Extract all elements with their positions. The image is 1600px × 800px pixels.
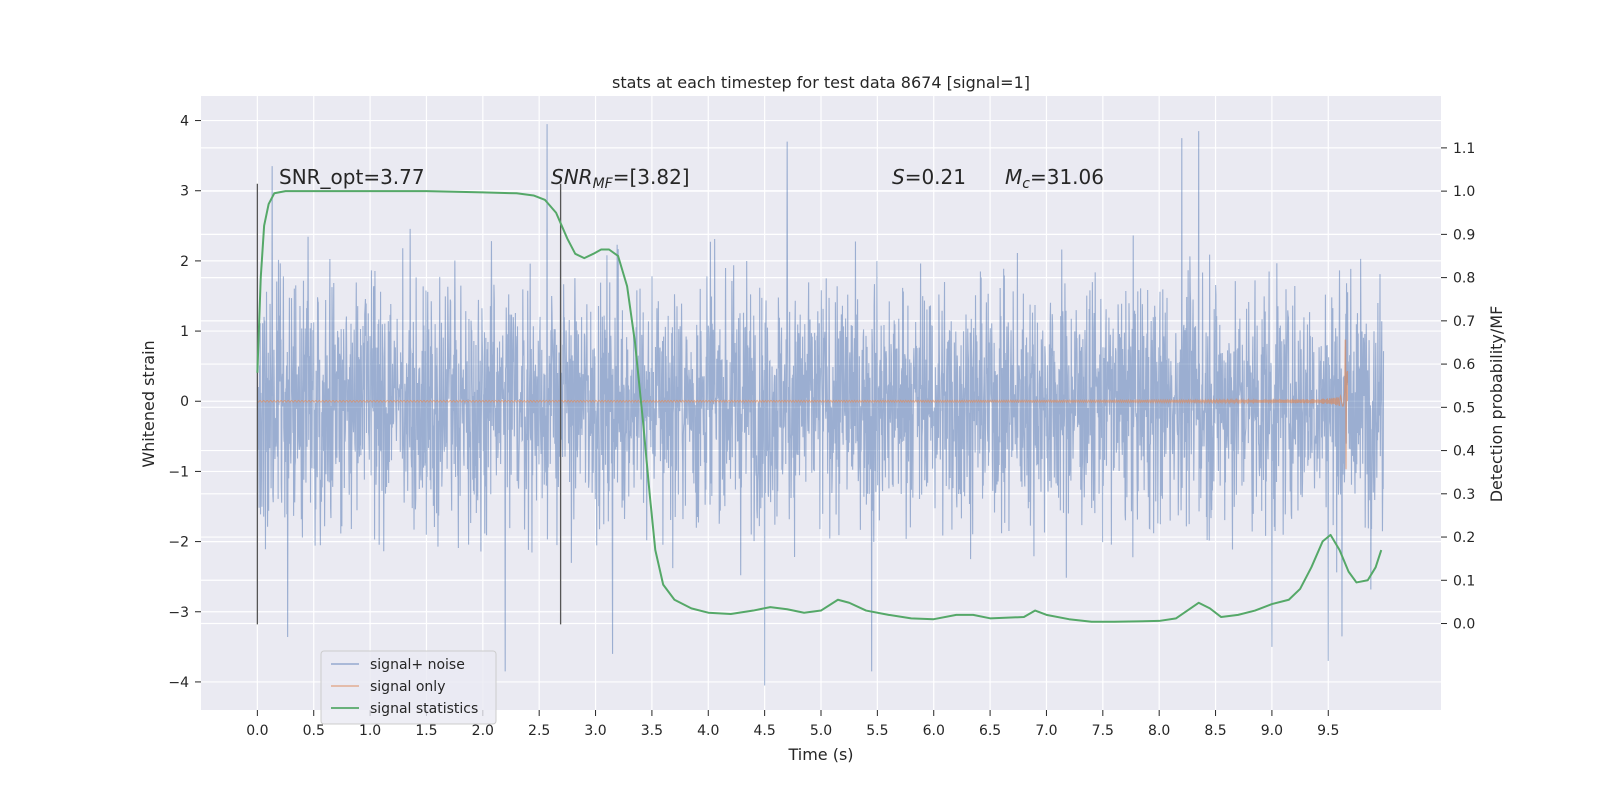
- x-tick-label: 9.5: [1317, 723, 1339, 739]
- vertical-markers: [256, 183, 562, 625]
- mc-value: =31.06: [1030, 165, 1104, 189]
- mc-annotation: Mc=31.06: [1005, 165, 1104, 192]
- x-tick-label: 6.5: [979, 723, 1001, 739]
- y2-tick-label: 0.5: [1453, 400, 1475, 416]
- snr-opt-annotation: SNR_opt=3.77: [279, 165, 425, 189]
- x-tick-label: 8.0: [1148, 723, 1170, 739]
- signal-statistics-line: [256, 190, 1383, 623]
- y-tick-label: 1: [180, 324, 189, 340]
- legend-box: [320, 650, 497, 725]
- x-axis-label: Time (s): [787, 745, 853, 764]
- y-tick-label: −2: [168, 535, 189, 551]
- y-tick-label: 0: [180, 394, 189, 410]
- x-tick-label: 7.0: [1035, 723, 1057, 739]
- x-tick-label: 0.0: [246, 723, 268, 739]
- legend-label-signal: signal only: [370, 679, 445, 695]
- x-tick-label: 1.5: [415, 723, 437, 739]
- snr-mf-annotation: SNRMF=[3.82]: [551, 165, 690, 192]
- x-tick-label: 1.0: [359, 723, 381, 739]
- y-tick-label: 4: [180, 114, 189, 130]
- mc-var: M: [1005, 165, 1022, 189]
- y-tick-label: 3: [180, 184, 189, 200]
- legend-label-noise: signal+ noise: [370, 657, 465, 673]
- x-tick-label: 4.5: [754, 723, 776, 739]
- mc-sub: c: [1022, 176, 1030, 192]
- x-tick-label: 3.5: [641, 723, 663, 739]
- x-tick-label: 2.0: [472, 723, 494, 739]
- s-annotation: S=0.21: [892, 165, 966, 189]
- x-tick-label: 6.0: [923, 723, 945, 739]
- x-tick-label: 0.5: [303, 723, 325, 739]
- y2-tick-label: 1.0: [1453, 184, 1475, 200]
- s-value: =0.21: [905, 165, 966, 189]
- x-tick-label: 3.0: [584, 723, 606, 739]
- signal-only-line: [256, 339, 1348, 470]
- signal-statistics-series: [256, 190, 1383, 623]
- y-tick-label: 2: [180, 254, 189, 270]
- snr-mf-var: SNR: [551, 165, 593, 189]
- y2-tick-label: 0.3: [1453, 487, 1475, 503]
- y-axis-ticks: −4 −3 −2 −1 0 1 2 3 4: [168, 114, 201, 691]
- signal-only-series: [256, 339, 1348, 470]
- y-tick-label: −3: [168, 605, 189, 621]
- x-tick-label: 9.0: [1261, 723, 1283, 739]
- y2-tick-label: 0.4: [1453, 444, 1475, 460]
- y2-tick-label: 0.2: [1453, 530, 1475, 546]
- y2-tick-label: 0.0: [1453, 617, 1475, 633]
- y2-tick-label: 0.8: [1453, 271, 1475, 287]
- x-tick-label: 7.5: [1092, 723, 1114, 739]
- y-tick-label: −1: [168, 464, 189, 480]
- y-axis-label: Whitened strain: [139, 340, 158, 467]
- snr-mf-sub: MF: [593, 176, 614, 192]
- x-axis-ticks: 0.0 0.5 1.0 1.5 2.0 2.5 3.0 3.5 4.0 4.5 5.0 5.5 6.0 6…: [246, 710, 1339, 739]
- y-tick-label: −4: [168, 675, 189, 691]
- chart-title: stats at each timestep for test data 867…: [612, 73, 1030, 92]
- s-var: S: [892, 165, 905, 189]
- y2-tick-label: 0.6: [1453, 357, 1475, 373]
- y2-tick-label: 0.7: [1453, 314, 1475, 330]
- x-tick-label: 5.0: [810, 723, 832, 739]
- x-tick-label: 5.5: [866, 723, 888, 739]
- x-tick-label: 2.5: [528, 723, 550, 739]
- y2-tick-label: 0.9: [1453, 227, 1475, 243]
- signal-noise-line: [256, 124, 1385, 686]
- x-tick-label: 4.0: [697, 723, 719, 739]
- y2-tick-label: 0.1: [1453, 573, 1475, 589]
- x-tick-label: 8.5: [1204, 723, 1226, 739]
- y2-axis-ticks: 0.0 0.1 0.2 0.3 0.4 0.5 0.6 0.7 0.8 0.9 1.0 1.1: [1441, 141, 1475, 633]
- legend-label-stat: signal statistics: [370, 701, 478, 717]
- y2-axis-label: Detection probability/MF: [1487, 306, 1506, 503]
- y2-tick-label: 1.1: [1453, 141, 1475, 157]
- legend: signal+ noise signal only signal statist…: [320, 650, 497, 725]
- signal-noise-series: [256, 124, 1385, 686]
- snr-mf-value: =[3.82]: [613, 165, 690, 189]
